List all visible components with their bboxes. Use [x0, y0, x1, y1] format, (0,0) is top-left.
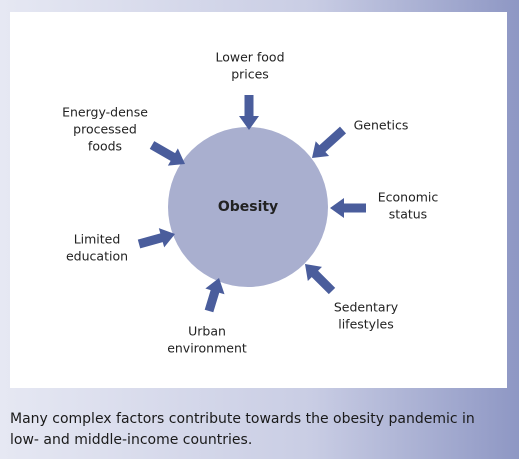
factor-label: Energy-dense: [62, 105, 148, 120]
factor-label: Genetics: [354, 118, 409, 133]
arrow: [204, 278, 225, 313]
caption-line: low- and middle-income countries.: [10, 432, 252, 448]
factor-label: processed: [73, 122, 137, 137]
factor-label: Lower food: [215, 50, 284, 65]
factor-label: lifestyles: [338, 317, 394, 332]
factor-label: Sedentary: [334, 300, 399, 315]
factor-label: Economic: [378, 190, 439, 205]
factor-label: status: [389, 207, 427, 222]
factor-label: prices: [231, 67, 269, 82]
arrow: [239, 95, 259, 130]
factor-label: Urban: [188, 324, 226, 339]
center-circle: [168, 127, 328, 287]
factor-label: Limited: [74, 232, 121, 247]
arrow: [149, 141, 185, 166]
arrow: [330, 198, 366, 218]
factor-label: environment: [167, 341, 247, 356]
arrow: [137, 228, 175, 249]
factor-label: foods: [88, 139, 122, 154]
arrow: [312, 126, 347, 158]
factor-label: education: [66, 249, 128, 264]
caption-line: Many complex factors contribute towards …: [10, 411, 475, 427]
arrow: [305, 264, 336, 295]
center-label: Obesity: [218, 199, 278, 215]
